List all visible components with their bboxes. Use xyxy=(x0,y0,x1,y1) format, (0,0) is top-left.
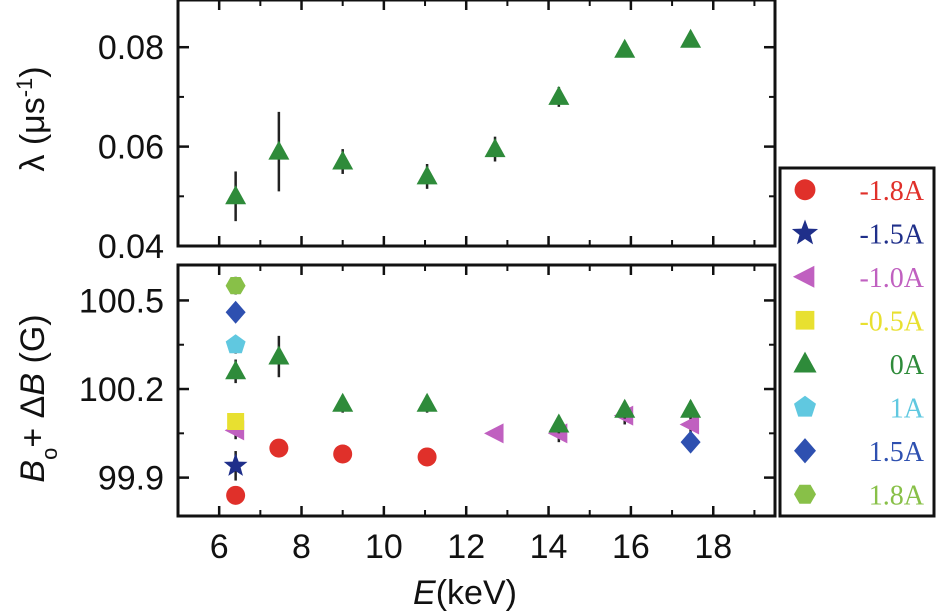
data-point-0A xyxy=(225,185,247,205)
y-tick-label: 100.2 xyxy=(79,371,164,409)
legend-label: 1.5A xyxy=(869,437,925,468)
y-title-unit: (μs xyxy=(14,97,52,145)
data-point-0A xyxy=(332,392,354,412)
legend-marker--1.5A xyxy=(791,219,819,245)
legend-marker--0.5A xyxy=(795,310,815,330)
y-title-superscript: -1 xyxy=(12,78,37,98)
data-point-0A xyxy=(416,165,438,185)
y-title-unit: (G) xyxy=(14,314,52,373)
x-title-unit: (keV) xyxy=(436,574,517,612)
legend-marker-1.8A xyxy=(794,484,816,504)
x-tick-label: 10 xyxy=(365,528,403,566)
x-tick-label: 6 xyxy=(210,528,229,566)
data-point-0A xyxy=(680,28,702,48)
x-tick-label: 18 xyxy=(694,528,732,566)
data-point-0A xyxy=(548,413,570,433)
data-point--1.8A xyxy=(226,485,246,505)
legend-label: -1.0A xyxy=(859,263,924,294)
legend-marker-1A xyxy=(794,395,816,417)
x-axis: 6 8 10 12 14 16 18 E(keV) xyxy=(210,528,732,612)
data-point-0A xyxy=(680,398,702,418)
data-point-0A xyxy=(225,360,247,380)
y-title-mid: + Δ xyxy=(14,396,52,448)
top-panel: 0.04 0.06 0.08 λ (μs-1) xyxy=(12,0,777,266)
bottom-y-axis-title: Bo+ ΔB (G) xyxy=(14,314,62,482)
data-point--1.5A xyxy=(223,453,248,476)
legend-marker--1.8A xyxy=(794,179,816,201)
legend-label: 0A xyxy=(890,350,925,381)
data-point-0A xyxy=(614,38,636,58)
y-tick-label: 0.04 xyxy=(98,228,164,266)
legend-marker-0A xyxy=(793,351,817,373)
y-tick-label: 99.9 xyxy=(98,460,164,498)
legend-label: 1A xyxy=(890,393,925,424)
x-tick-label: 12 xyxy=(447,528,485,566)
x-tick-label: 16 xyxy=(612,528,650,566)
y-title-symbol: λ xyxy=(14,145,52,171)
data-point-0A xyxy=(484,138,506,158)
data-point-0A xyxy=(268,345,290,365)
x-axis-title: E(keV) xyxy=(413,574,517,612)
data-point--1.0A xyxy=(679,414,700,435)
data-point-1.5A xyxy=(680,430,701,454)
data-point-0A xyxy=(548,85,570,105)
legend-label: -0.5A xyxy=(859,306,924,337)
legend-label: 1.8A xyxy=(869,480,925,511)
data-point--0.5A xyxy=(227,413,245,431)
data-point--1.8A xyxy=(417,447,437,467)
data-point-1A xyxy=(225,334,246,354)
data-point-0A xyxy=(268,140,290,160)
data-point--1.8A xyxy=(333,444,353,464)
legend-marker-1.5A xyxy=(794,438,816,464)
legend-label: -1.5A xyxy=(859,219,924,250)
x-tick-label: 14 xyxy=(530,528,568,566)
y-title-close: ) xyxy=(14,66,52,77)
data-point--1.0A xyxy=(484,423,504,444)
x-tick-label: 8 xyxy=(292,528,311,566)
top-plot-frame xyxy=(176,0,777,248)
y-tick-label: 0.08 xyxy=(98,29,164,67)
legend-marker--1.0A xyxy=(792,265,815,288)
top-y-axis-title: λ (μs-1) xyxy=(12,66,53,171)
data-point-1.8A xyxy=(225,277,246,295)
data-point--1.8A xyxy=(269,438,289,458)
data-point-0A xyxy=(614,398,636,418)
y-tick-label: 100.5 xyxy=(79,282,164,320)
data-point-1.5A xyxy=(225,300,246,324)
y-tick-label: 0.06 xyxy=(98,129,164,167)
y-title-b2: B xyxy=(14,373,52,396)
legend-label: -1.8A xyxy=(859,176,924,207)
y-title-subscript: o xyxy=(37,448,62,460)
y-title-b: B xyxy=(14,460,52,483)
x-title-symbol: E xyxy=(413,574,436,612)
data-point-0A xyxy=(416,392,438,412)
data-point-0A xyxy=(332,150,354,170)
bottom-plot-frame xyxy=(176,263,777,518)
legend: -1.8A -1.5A -1.0A -0.5A 0A 1A 1.5A 1.8A xyxy=(778,166,936,518)
